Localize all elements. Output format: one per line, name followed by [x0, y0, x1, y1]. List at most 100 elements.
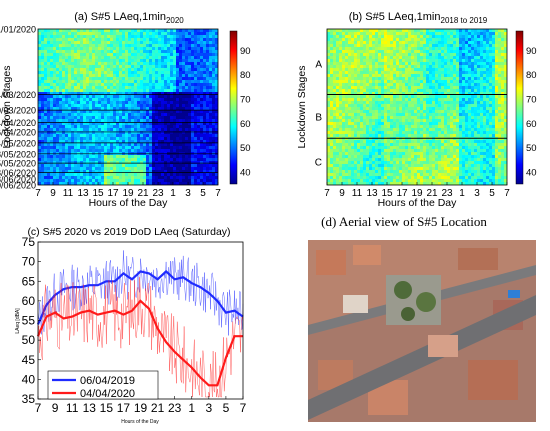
heatmap-cell [486, 113, 490, 117]
heatmap-cell [89, 131, 93, 135]
heatmap-cell [164, 146, 168, 150]
heatmap-cell [209, 128, 213, 132]
heatmap-cell [80, 170, 84, 174]
heatmap-cell [194, 173, 198, 177]
heatmap-cell [390, 59, 394, 63]
heatmap-cell [336, 35, 340, 39]
heatmap-cell [134, 134, 138, 138]
heatmap-cell [339, 38, 343, 42]
heatmap-cell [140, 98, 144, 102]
heatmap-cell [423, 41, 427, 45]
heatmap-cell [158, 146, 162, 150]
heatmap-cell [408, 92, 412, 96]
heatmap-cell [197, 41, 201, 45]
heatmap-cell [50, 110, 54, 114]
heatmap-cell [116, 140, 120, 144]
heatmap-cell [444, 56, 448, 60]
heatmap-cell [456, 59, 460, 63]
heatmap-cell [98, 104, 102, 108]
heatmap-cell [116, 77, 120, 81]
heatmap-cell [101, 119, 105, 123]
heatmap-cell [441, 44, 445, 48]
heatmap-cell [74, 80, 78, 84]
heatmap-cell [131, 59, 135, 63]
heatmap-cell [104, 86, 108, 90]
heatmap-cell [387, 47, 391, 51]
heatmap-cell [113, 95, 117, 99]
heatmap-cell [426, 56, 430, 60]
heatmap-cell [333, 98, 337, 102]
heatmap-cell [77, 98, 81, 102]
heatmap-cell [486, 98, 490, 102]
heatmap-cell [152, 50, 156, 54]
heatmap-cell [501, 41, 505, 45]
heatmap-cell [65, 56, 69, 60]
heatmap-cell [438, 38, 442, 42]
heatmap-cell [113, 89, 117, 93]
heatmap-cell [366, 95, 370, 99]
heatmap-cell [474, 53, 478, 57]
heatmap-cell [363, 89, 367, 93]
heatmap-cell [92, 167, 96, 171]
heatmap-cell [131, 116, 135, 120]
heatmap-cell [345, 44, 349, 48]
heatmap-cell [369, 32, 373, 36]
heatmap-cell [74, 104, 78, 108]
heatmap-cell [74, 176, 78, 180]
heatmap-cell [152, 137, 156, 141]
heatmap-cell [167, 101, 171, 105]
heatmap-cell [495, 47, 499, 51]
heatmap-cell [191, 35, 195, 39]
heatmap-cell [41, 68, 45, 72]
heatmap-cell [348, 86, 352, 90]
heatmap-cell [80, 74, 84, 78]
heatmap-cell [197, 80, 201, 84]
heatmap-cell [378, 62, 382, 66]
heatmap-cell [134, 77, 138, 81]
heatmap-cell [351, 107, 355, 111]
heatmap-cell [137, 104, 141, 108]
heatmap-cell [420, 74, 424, 78]
heatmap-cell [384, 101, 388, 105]
heatmap-cell [164, 32, 168, 36]
heatmap-cell [38, 92, 42, 96]
heatmap-cell [456, 44, 460, 48]
heatmap-cell [74, 149, 78, 153]
heatmap-cell [327, 107, 331, 111]
heatmap-cell [110, 155, 114, 159]
heatmap-cell [480, 86, 484, 90]
heatmap-cell [137, 44, 141, 48]
heatmap-cell [336, 41, 340, 45]
heatmap-cell [456, 92, 460, 96]
heatmap-cell [483, 116, 487, 120]
heatmap-cell [197, 128, 201, 132]
panel-a-y-ticks: 01/01/202014/03/202030/03/202014/04/2020… [0, 25, 36, 191]
heatmap-cell [372, 35, 376, 39]
heatmap-cell [122, 71, 126, 75]
heatmap-cell [390, 74, 394, 78]
heatmap-cell [38, 80, 42, 84]
heatmap-cell [342, 92, 346, 96]
heatmap-cell [209, 137, 213, 141]
heatmap-cell [59, 119, 63, 123]
heatmap-cell [41, 47, 45, 51]
heatmap-cell [351, 38, 355, 42]
heatmap-cell [80, 68, 84, 72]
heatmap-cell [477, 59, 481, 63]
heatmap-cell [501, 50, 505, 54]
heatmap-cell [432, 77, 436, 81]
heatmap-cell [212, 101, 216, 105]
heatmap-cell [348, 62, 352, 66]
heatmap-cell [107, 146, 111, 150]
heatmap-cell [47, 149, 51, 153]
heatmap-cell [474, 83, 478, 87]
heatmap-cell [206, 179, 210, 183]
heatmap-cell [128, 62, 132, 66]
heatmap-cell [474, 74, 478, 78]
heatmap-cell [158, 95, 162, 99]
heatmap-cell [438, 35, 442, 39]
heatmap-cell [375, 59, 379, 63]
heatmap-cell [215, 77, 218, 81]
heatmap-cell [155, 77, 159, 81]
heatmap-cell [333, 80, 337, 84]
